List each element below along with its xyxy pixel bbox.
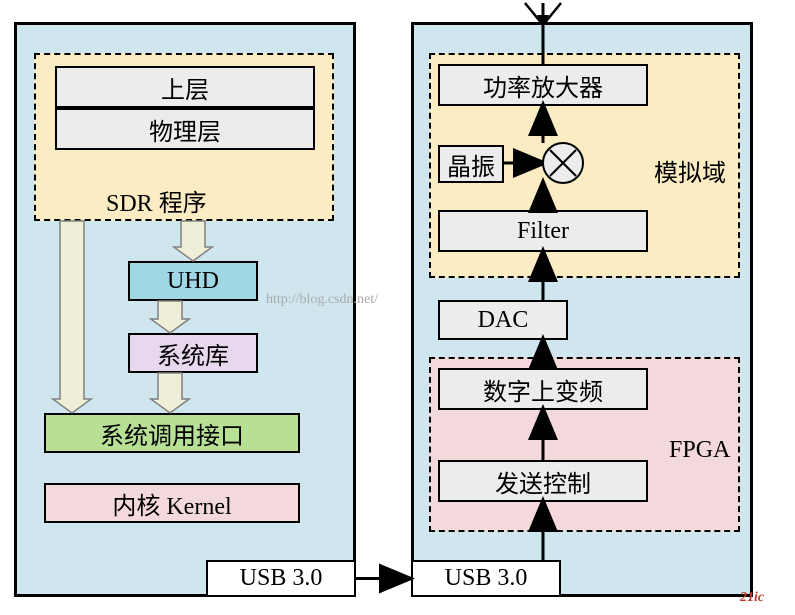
uhd-box-label: UHD — [167, 268, 219, 295]
tx-box-label: 发送控制 — [495, 464, 591, 499]
dac-box: DAC — [438, 300, 568, 340]
filter-box: Filter — [438, 210, 648, 252]
syslib-box: 系统库 — [128, 333, 258, 373]
upper-layer-box-label: 上层 — [161, 70, 209, 105]
filter-box-label: Filter — [517, 218, 569, 245]
sdr-label: SDR 程序 — [106, 183, 207, 218]
uhd-box: UHD — [128, 261, 258, 301]
usb-left-box: USB 3.0 — [206, 560, 356, 597]
usb-right-box: USB 3.0 — [411, 560, 561, 597]
syscall-box-label: 系统调用接口 — [100, 416, 244, 451]
usb-left-box-label: USB 3.0 — [240, 565, 323, 592]
syscall-box: 系统调用接口 — [44, 413, 300, 453]
osc-box-label: 晶振 — [447, 147, 495, 182]
fpga-label: FPGA — [669, 437, 730, 464]
tx-box: 发送控制 — [438, 460, 648, 502]
osc-box: 晶振 — [438, 145, 504, 183]
usb-right-box-label: USB 3.0 — [445, 565, 528, 592]
kernel-box-label: 内核 Kernel — [112, 486, 231, 521]
dac-box-label: DAC — [478, 307, 529, 334]
physical-layer-box: 物理层 — [55, 108, 315, 150]
kernel-box: 内核 Kernel — [44, 483, 300, 523]
physical-layer-box-label: 物理层 — [149, 112, 221, 147]
upper-layer-box: 上层 — [55, 66, 315, 108]
syslib-box-label: 系统库 — [157, 336, 229, 371]
analog-label: 模拟域 — [654, 153, 726, 188]
duc-box: 数字上变频 — [438, 368, 648, 410]
pa-box: 功率放大器 — [438, 64, 648, 106]
watermark: http://blog.csdn.net/ — [266, 292, 378, 308]
pa-box-label: 功率放大器 — [483, 68, 603, 103]
watermark-21ic: 21ic — [740, 590, 764, 606]
duc-box-label: 数字上变频 — [483, 372, 603, 407]
